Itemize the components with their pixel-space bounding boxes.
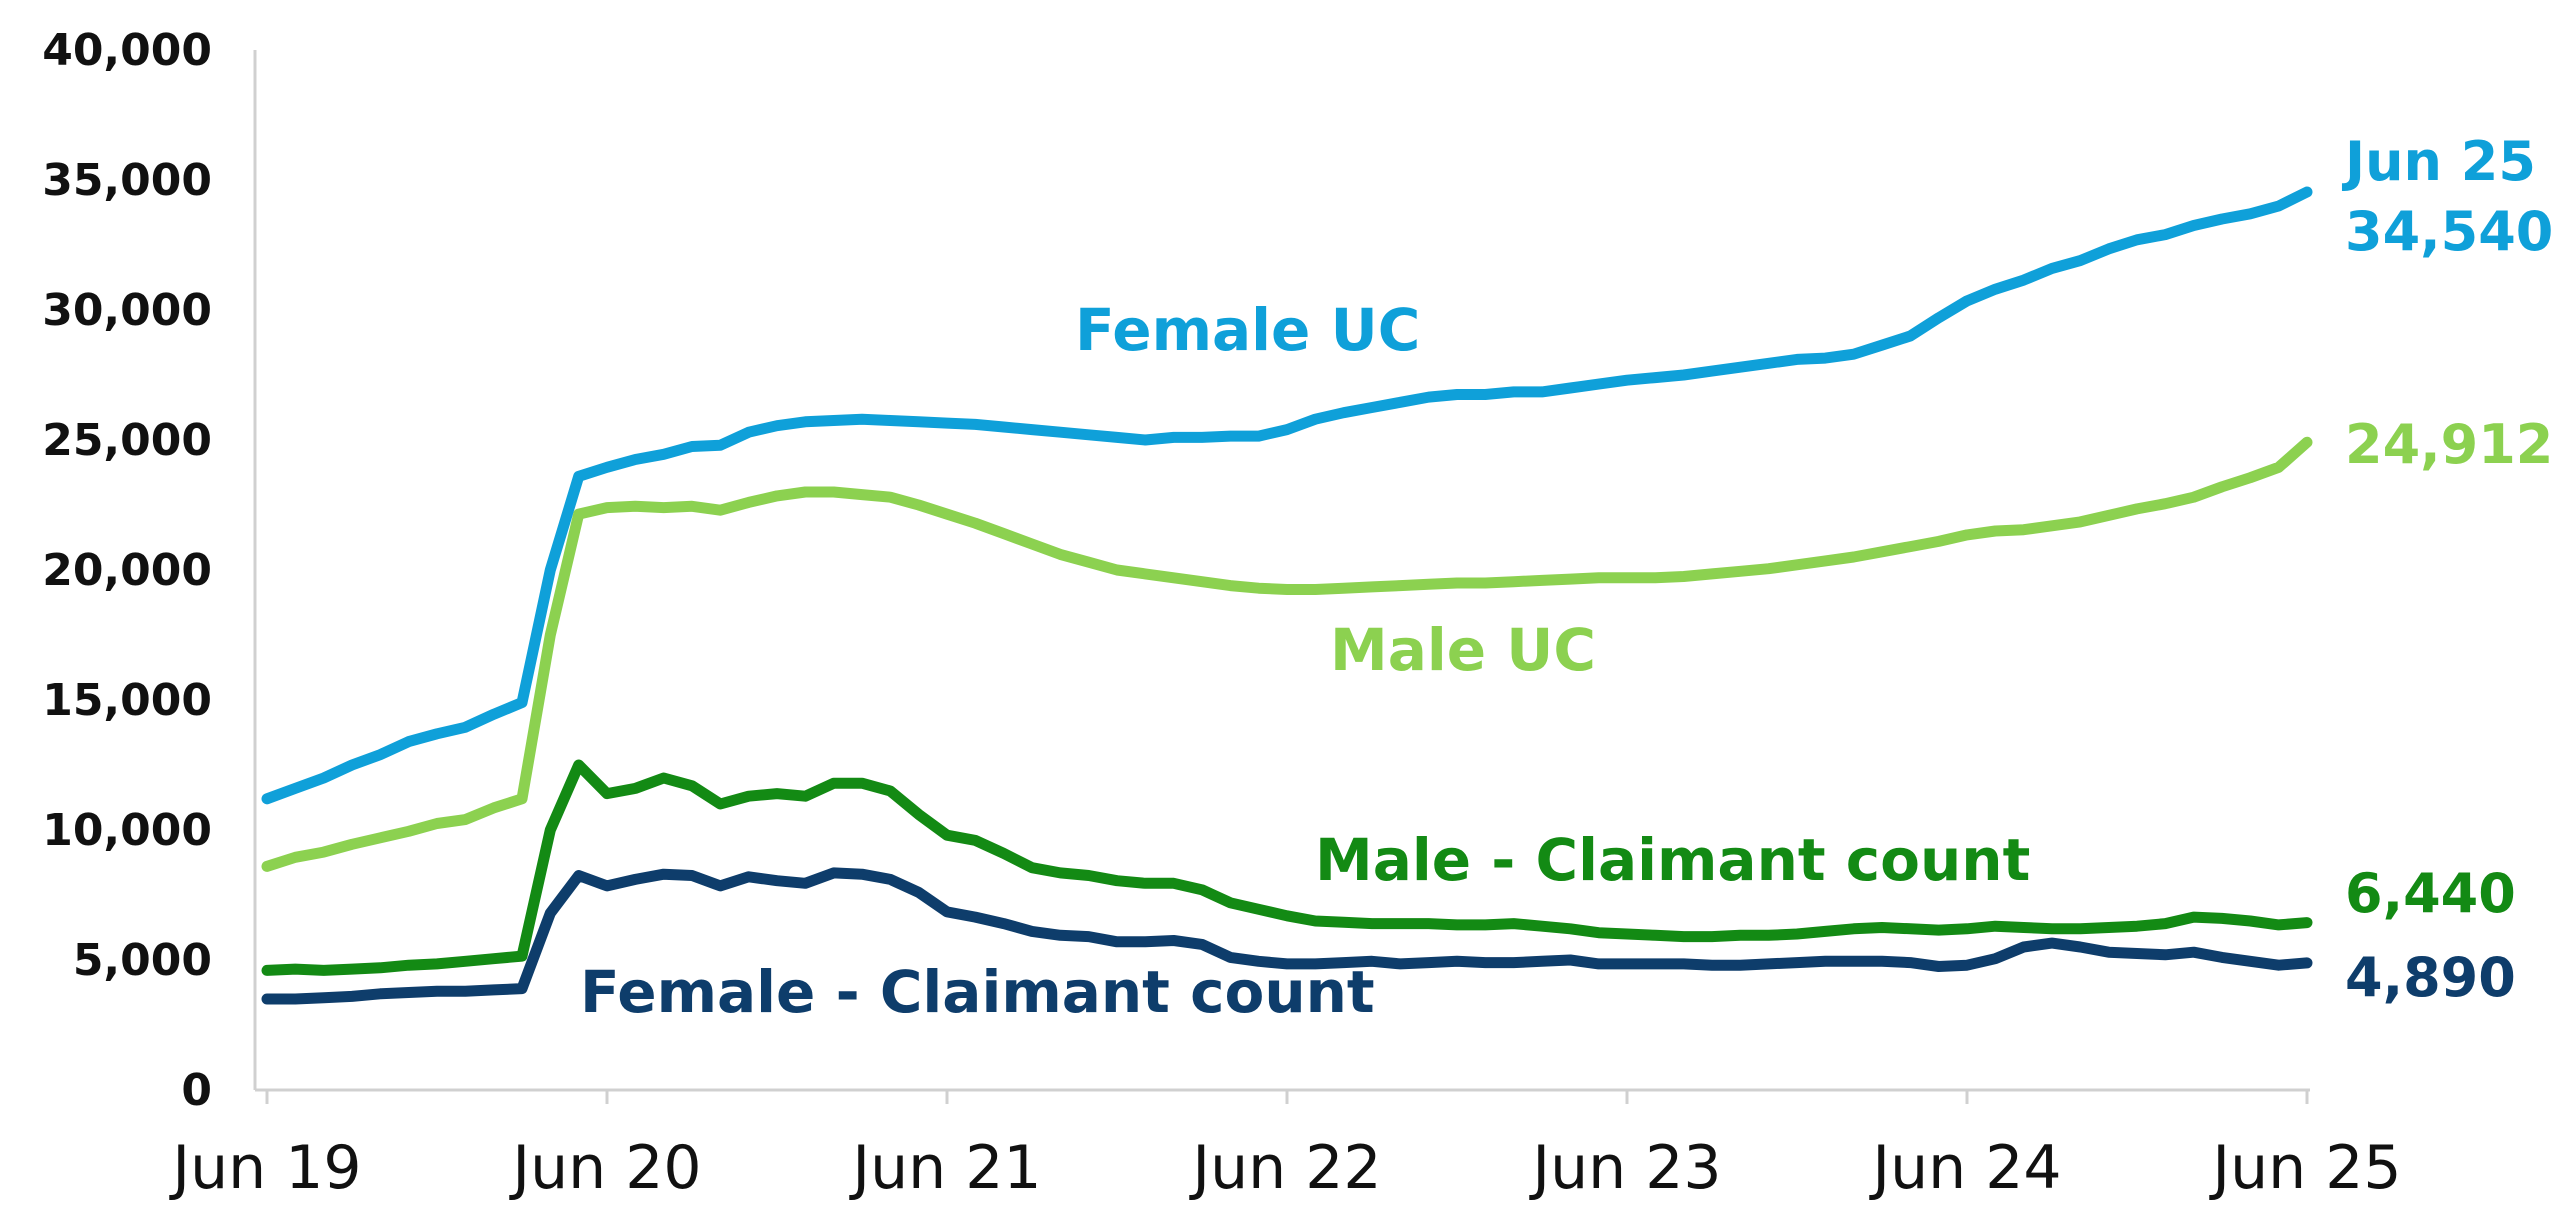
y-tick-label: 0 bbox=[181, 1065, 212, 1116]
x-tick-label: Jun 24 bbox=[1868, 1133, 2061, 1203]
series-line-male-uc bbox=[261, 436, 2313, 872]
series-line-female-claimant-count bbox=[261, 867, 2313, 1005]
series-name-label: Male - Claimant count bbox=[1315, 826, 2030, 894]
x-axis: Jun 19 Jun 20 Jun 21 Jun 22 Jun 23 Jun 24 Jun … bbox=[168, 1088, 2402, 1203]
series-labels: Female UC 34,540 Male UC 24,912 Male - Claim… bbox=[580, 130, 2553, 1026]
series-name-label: Female UC bbox=[1075, 296, 1420, 364]
x-tick-label: Jun 19 bbox=[168, 1133, 361, 1203]
y-tick-label: 30,000 bbox=[42, 285, 212, 336]
y-tick-label: 40,000 bbox=[42, 25, 212, 76]
end-period-label: Jun 25 bbox=[2341, 130, 2536, 193]
x-tick-label: Jun 23 bbox=[1528, 1133, 1721, 1203]
series-name-label: Female - Claimant count bbox=[580, 958, 1375, 1026]
end-value-label: 4,890 bbox=[2345, 946, 2516, 1009]
y-tick-label: 35,000 bbox=[42, 155, 212, 206]
end-value-label: 6,440 bbox=[2345, 862, 2516, 925]
y-tick-label: 15,000 bbox=[42, 675, 212, 726]
y-tick-label: 20,000 bbox=[42, 545, 212, 596]
y-axis: 0 5,000 10,000 15,000 20,000 25,000 30,000 35,0… bbox=[42, 25, 257, 1116]
x-tick-label: Jun 21 bbox=[848, 1133, 1041, 1203]
end-value-label: 24,912 bbox=[2345, 413, 2553, 476]
x-tick-label: Jun 25 bbox=[2208, 1133, 2401, 1203]
end-value-label: 34,540 bbox=[2345, 200, 2553, 263]
x-tick-label: Jun 22 bbox=[1188, 1133, 1381, 1203]
series-line-male-claimant-count bbox=[261, 759, 2313, 976]
series-name-label: Male UC bbox=[1330, 616, 1596, 684]
series-line-female-uc bbox=[261, 186, 2313, 805]
y-tick-label: 5,000 bbox=[73, 935, 212, 986]
series-lines bbox=[261, 186, 2313, 1005]
x-tick-label: Jun 20 bbox=[508, 1133, 701, 1203]
y-tick-label: 10,000 bbox=[42, 805, 212, 856]
y-tick-label: 25,000 bbox=[42, 415, 212, 466]
